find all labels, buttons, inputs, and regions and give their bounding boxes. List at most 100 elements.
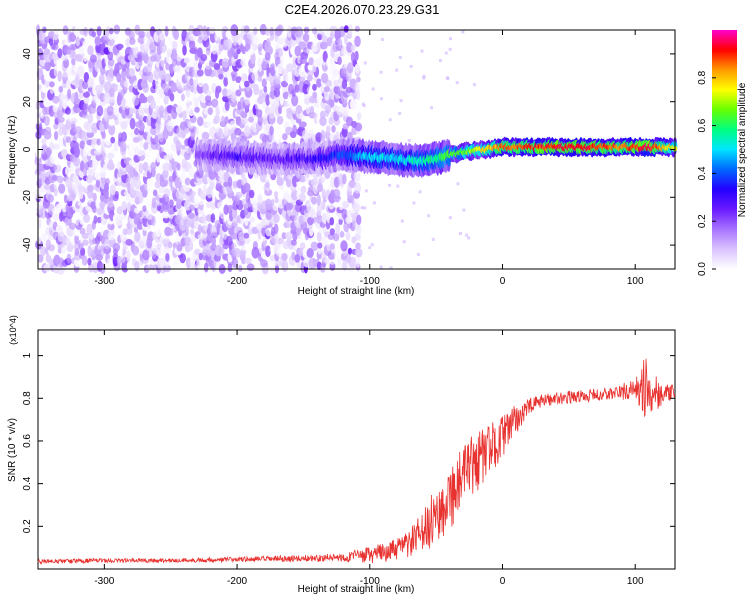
noise-cell [420,49,424,53]
noise-cell [180,129,186,139]
noise-cell [226,38,233,51]
noise-cell [121,131,127,142]
noise-cell [227,176,233,188]
noise-cell [78,46,84,55]
noise-cell [69,32,77,43]
noise-cell [335,105,344,115]
noise-cell [267,83,272,95]
noise-cell [67,67,72,76]
noise-cell [372,201,376,205]
noise-cell [310,241,319,252]
noise-cell [311,196,318,205]
noise-cell [86,174,94,184]
noise-cell [448,216,452,220]
noise-cell [94,36,102,46]
noise-cell [194,248,201,256]
noise-cell [354,63,360,74]
noise-cell [282,91,289,100]
noise-cell [126,261,131,271]
noise-cell [136,148,144,157]
noise-cell [53,188,58,197]
noise-cell [259,133,267,141]
noise-cell [37,84,42,91]
noise-cell [85,38,90,45]
snr-series-line [37,358,676,565]
noise-cell [407,139,411,142]
noise-cell [270,102,277,115]
noise-cell [321,188,326,200]
noise-cell [329,243,335,250]
noise-cell [82,239,89,246]
noise-cell [48,244,55,252]
noise-cell [167,35,175,45]
noise-cell [388,183,392,187]
noise-cell [206,233,211,242]
noise-cell [235,76,242,84]
noise-cell [250,52,256,65]
snr-x-tick-label: 100 [627,576,644,587]
noise-cell [114,190,119,199]
noise-cell [141,183,149,195]
noise-cell [257,201,262,210]
noise-cell [206,121,212,128]
noise-cell [325,79,333,88]
noise-cell [340,240,348,252]
noise-cell [197,116,204,127]
noise-cell [93,215,98,224]
noise-cell [400,219,404,223]
noise-cell [87,257,92,266]
noise-cell [214,31,220,41]
spectrogram-y-label: Frequency (Hz) [7,116,18,185]
noise-cell [181,93,185,102]
noise-cell [253,26,258,36]
noise-cell [326,125,331,133]
noise-cell [261,78,267,88]
noise-cell [332,201,339,208]
noise-cell [322,50,328,63]
noise-cell [319,110,326,120]
noise-cell [265,94,271,106]
noise-cell [156,96,161,104]
noise-cell [311,42,319,53]
noise-cell [307,216,314,226]
noise-cell [343,25,349,33]
noise-cell [106,258,114,266]
noise-cell [274,197,279,204]
noise-cell [168,175,174,183]
noise-cell [153,53,162,62]
noise-cell [109,27,114,35]
noise-cell [439,59,442,62]
noise-cell [352,202,361,213]
spectrogram-y-tick-label: 0 [22,146,33,152]
noise-cell [158,105,165,117]
noise-cell [244,257,252,265]
noise-cell [113,141,119,152]
noise-cell [379,70,383,74]
noise-cell [348,256,357,268]
noise-cell [49,81,55,88]
noise-cell [154,180,161,189]
noise-cell [100,193,105,202]
noise-cell [105,135,112,146]
noise-cell [350,51,356,64]
noise-cell [276,24,284,34]
noise-cell [279,55,285,67]
noise-cell [72,174,81,184]
noise-cell [402,240,406,244]
noise-cell [47,258,55,265]
noise-cell [251,72,259,82]
noise-cell [81,255,88,266]
noise-cell [37,253,44,263]
spectrogram-x-tick-label: -300 [94,276,114,287]
noise-cell [361,102,365,106]
noise-cell [176,162,181,171]
noise-cell [308,237,314,244]
noise-cell [299,175,306,183]
noise-cell [196,257,203,270]
noise-cell [75,36,81,47]
noise-cell [74,91,79,104]
noise-cell [235,191,243,199]
noise-cell [53,159,59,166]
spectrogram-heatmap [34,23,477,275]
noise-cell [277,237,284,245]
